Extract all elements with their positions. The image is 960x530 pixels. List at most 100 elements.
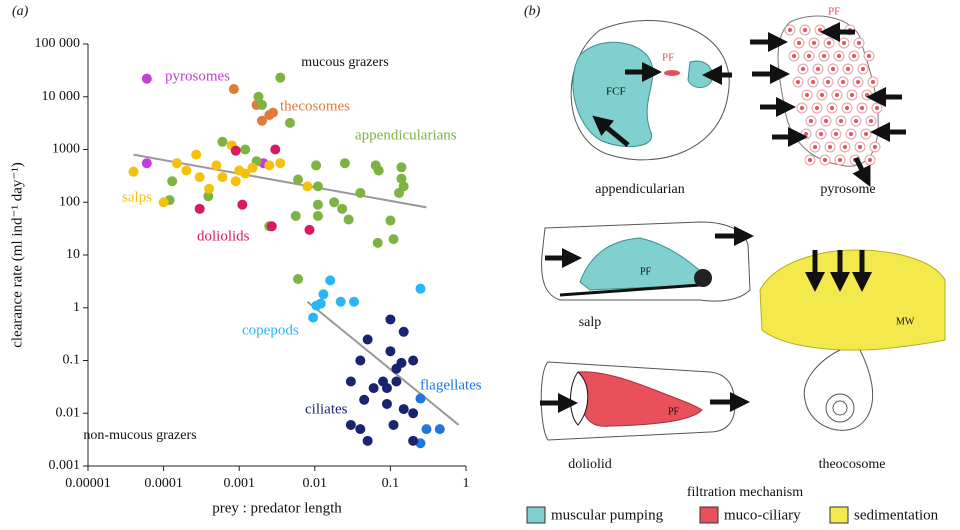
point	[158, 197, 169, 208]
x-tick-label: 0.01	[303, 476, 328, 491]
point	[368, 383, 379, 394]
point	[228, 84, 239, 95]
organism-label: theocosome	[819, 457, 886, 472]
point	[348, 296, 359, 307]
point	[285, 117, 296, 128]
zooid-core	[809, 119, 813, 123]
x-tick-label: 0.001	[223, 476, 255, 491]
arrow	[592, 115, 630, 147]
zooid-core	[864, 132, 868, 136]
house	[687, 60, 714, 88]
y-tick-label: 0.1	[63, 353, 81, 368]
y-axis-label: clearance rate (ml ind⁻¹ day⁻¹)	[9, 162, 25, 348]
point	[355, 187, 366, 198]
zooid-core	[868, 158, 872, 162]
point	[434, 424, 445, 435]
point	[181, 165, 192, 176]
point	[396, 162, 407, 173]
y-tick-label: 10 000	[42, 89, 81, 104]
annotation: mucous grazers	[301, 55, 388, 70]
zooid-core	[815, 106, 819, 110]
point	[339, 158, 350, 169]
zooid-core	[839, 119, 843, 123]
point	[362, 435, 373, 446]
point	[396, 357, 407, 368]
zooid-core	[818, 28, 822, 32]
point	[247, 162, 258, 173]
x-tick-label: 0.0001	[144, 476, 183, 491]
y-tick-label: 0.001	[49, 458, 81, 473]
gut	[694, 269, 712, 287]
zooid-core	[803, 28, 807, 32]
panel-b: (b) PF FCF appendicularian PF pyrosome P…	[524, 4, 946, 524]
outline	[541, 221, 751, 302]
y-tick-label: 10	[66, 247, 80, 262]
shell	[832, 400, 848, 416]
point	[191, 149, 202, 160]
zooid-core	[852, 54, 856, 58]
point	[312, 181, 323, 192]
zooid-core	[819, 132, 823, 136]
point	[391, 376, 402, 387]
point	[345, 376, 356, 387]
x-tick-label: 1	[463, 476, 470, 491]
legend-swatch	[829, 506, 849, 524]
point	[211, 160, 222, 171]
point	[345, 419, 356, 430]
filter-net	[579, 237, 706, 291]
zooid-core	[861, 67, 865, 71]
organism-label: pyrosome	[820, 182, 875, 197]
point	[217, 136, 228, 147]
point	[204, 183, 215, 194]
legend-label: muscular pumping	[551, 507, 664, 523]
point	[194, 172, 205, 183]
point	[128, 166, 139, 177]
outline	[540, 361, 736, 441]
point	[141, 158, 152, 169]
zooid-core	[835, 93, 839, 97]
zooid-core	[807, 54, 811, 58]
zooid-core	[813, 145, 817, 149]
organism-label: appendicularian	[595, 182, 684, 197]
zooid-core	[808, 158, 812, 162]
body-edge	[559, 283, 701, 297]
point	[372, 237, 383, 248]
point	[253, 91, 264, 102]
point	[311, 300, 322, 311]
panel-label: (b)	[524, 4, 541, 19]
point	[385, 346, 396, 357]
point	[304, 224, 315, 235]
part-label: PF	[662, 52, 674, 64]
zooid-core	[854, 119, 858, 123]
point	[171, 158, 182, 169]
organism-label: salp	[579, 315, 602, 330]
point	[381, 398, 392, 409]
point	[275, 72, 286, 83]
series-label: copepods	[242, 322, 299, 338]
part-label: MW	[896, 316, 915, 327]
legend-swatch	[526, 506, 546, 524]
zooid-core	[858, 145, 862, 149]
panel-label: (a)	[12, 4, 29, 19]
zooid-core	[796, 80, 800, 84]
zooid-core	[850, 93, 854, 97]
x-tick-label: 0.1	[382, 476, 400, 491]
zooid-core	[849, 132, 853, 136]
point	[388, 234, 399, 245]
legend-swatch	[699, 506, 719, 524]
series-label: ciliates	[305, 401, 348, 417]
point	[194, 203, 205, 214]
point	[275, 158, 286, 169]
point	[268, 107, 279, 118]
legend-title: filtration mechanism	[687, 485, 803, 500]
x-axis-label: prey : predator length	[212, 500, 342, 516]
shell	[825, 393, 855, 423]
zooid-core	[800, 106, 804, 110]
point	[256, 99, 267, 110]
zooid-core	[826, 80, 830, 84]
point	[230, 176, 241, 187]
point	[388, 419, 399, 430]
point	[325, 275, 336, 286]
y-tick-label: 100 000	[35, 36, 81, 51]
